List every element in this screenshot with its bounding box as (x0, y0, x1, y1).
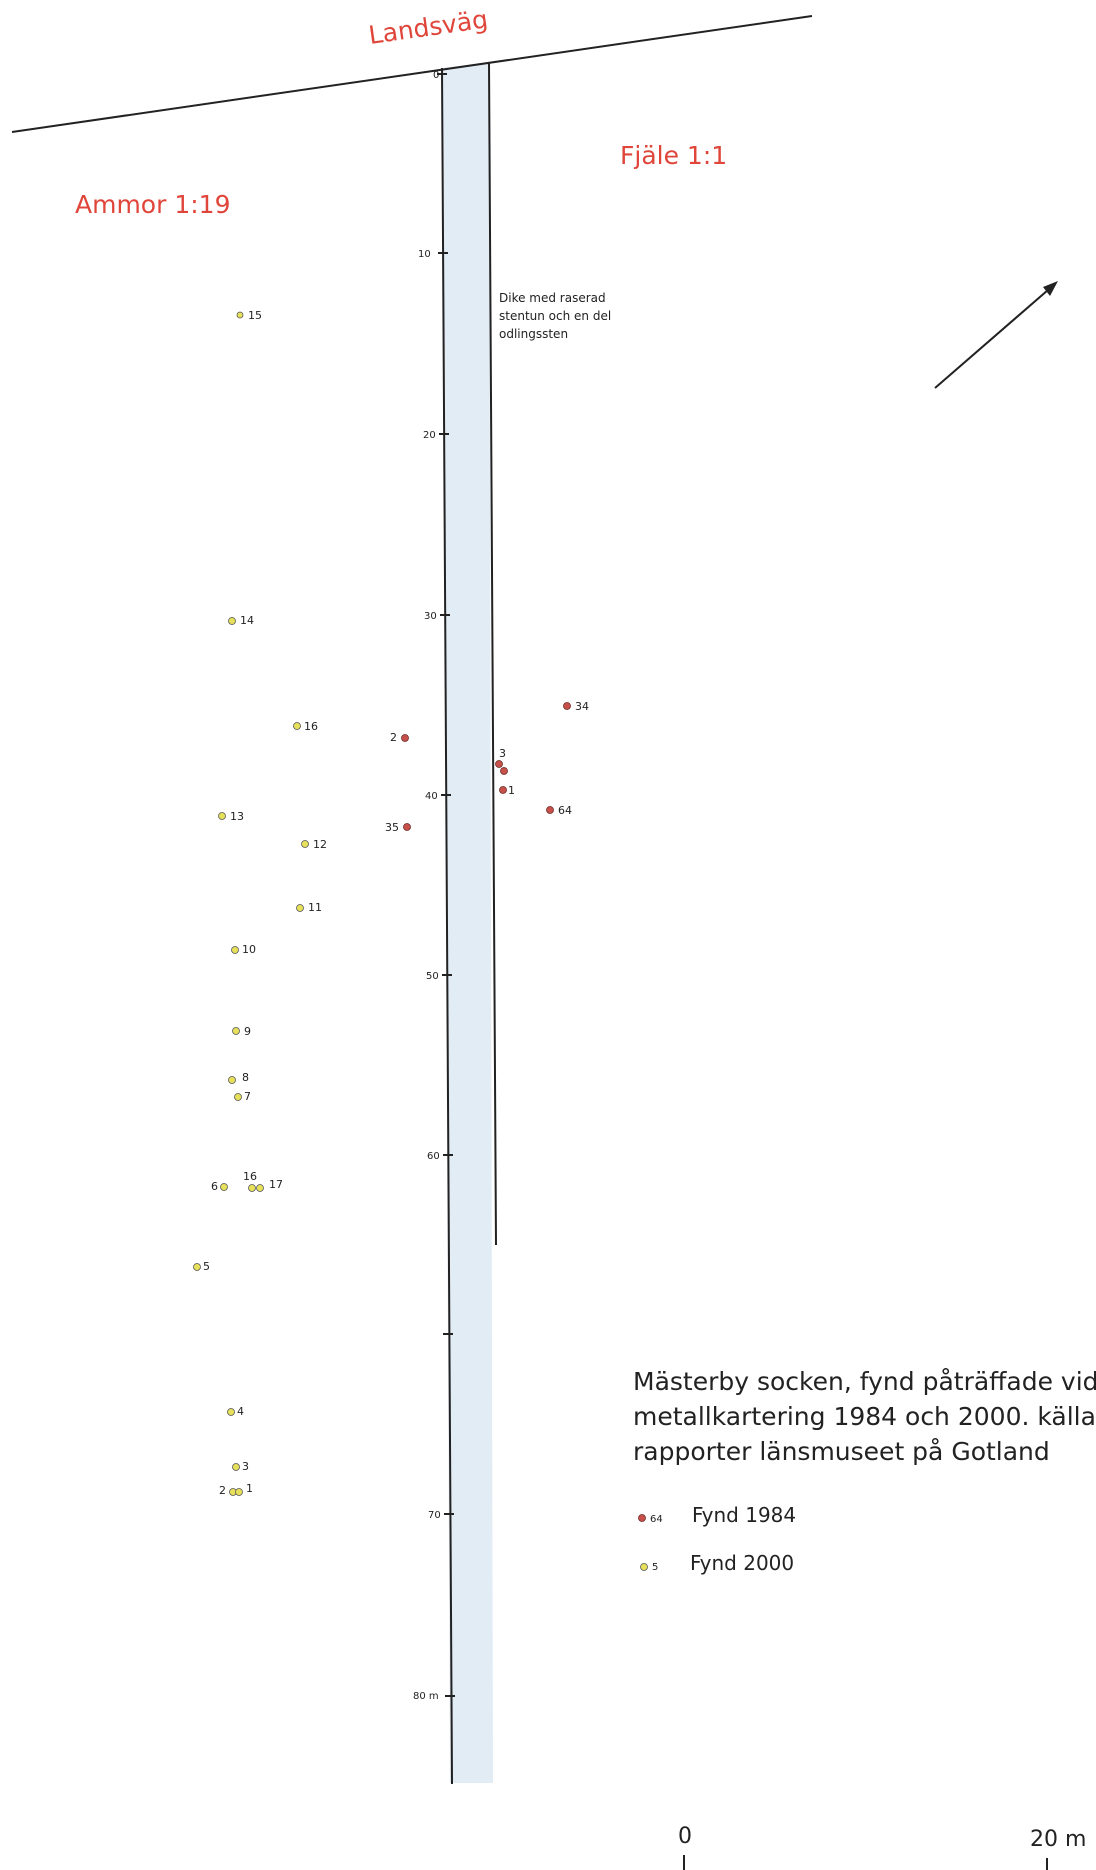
find-label: 14 (240, 614, 254, 627)
legend-label-2000: Fynd 2000 (690, 1551, 794, 1575)
find-label: 8 (242, 1071, 249, 1084)
find-label: 34 (575, 700, 589, 713)
find-1984-2[interactable] (402, 735, 409, 742)
find-label: 4 (237, 1405, 244, 1418)
find-2000-12[interactable] (302, 841, 309, 848)
find-label: 2 (390, 731, 397, 744)
find-1984-3b[interactable] (501, 768, 508, 775)
ditch-note-line-3: odlingssten (499, 327, 568, 341)
find-2000-13[interactable] (219, 813, 226, 820)
scale-bar: 0 20 m (678, 1824, 1086, 1870)
ditch-note-line-1: Dike med raserad (499, 291, 606, 305)
tick-label-40: 40 (425, 791, 438, 802)
caption-line-1: Mästerby socken, fynd påträffade vid (633, 1367, 1096, 1396)
find-2000-4[interactable] (228, 1409, 235, 1416)
find-label: 10 (242, 943, 256, 956)
find-label: 12 (313, 838, 327, 851)
tick-label-70: 70 (428, 1510, 441, 1521)
legend-number-2000: 5 (652, 1562, 658, 1573)
caption-line-3: rapporter länsmuseet på Gotland (633, 1437, 1050, 1466)
ditch-note-line-2: stentun och en del (499, 309, 611, 323)
find-label: 16 (304, 720, 318, 733)
find-1984-3[interactable] (496, 761, 503, 768)
scale-start-label: 0 (678, 1824, 692, 1849)
find-label: 7 (244, 1090, 251, 1103)
find-1984-34[interactable] (564, 703, 571, 710)
find-label: 15 (248, 309, 262, 322)
find-label: 3 (242, 1460, 249, 1473)
find-2000-9[interactable] (233, 1028, 240, 1035)
find-label: 1 (508, 784, 515, 797)
find-1984-64[interactable] (547, 807, 554, 814)
find-2000-10[interactable] (232, 947, 239, 954)
find-label: 6 (211, 1180, 218, 1193)
property-label-right: Fjäle 1:1 (620, 141, 727, 170)
find-2000-1[interactable] (236, 1489, 243, 1496)
find-2000-7[interactable] (235, 1094, 242, 1101)
find-2000-16[interactable] (294, 723, 301, 730)
caption-line-2: metallkartering 1984 och 2000. källa (633, 1402, 1096, 1431)
legend-marker-2000 (641, 1564, 648, 1571)
find-label: 11 (308, 901, 322, 914)
tick-label-10: 10 (418, 249, 431, 260)
scale-end-label: 20 m (1030, 1827, 1086, 1852)
find-1984-1[interactable] (500, 787, 507, 794)
tick-label-0: 0 (433, 70, 439, 81)
find-2000-15[interactable] (237, 312, 243, 318)
find-1984-35[interactable] (404, 824, 411, 831)
tick-label-60: 60 (427, 1151, 440, 1162)
legend-label-1984: Fynd 1984 (692, 1503, 796, 1527)
find-label: 35 (385, 821, 399, 834)
tick-label-50: 50 (426, 971, 439, 982)
tick-label-30: 30 (424, 611, 437, 622)
road-label: Landsväg (367, 5, 490, 50)
find-2000-8[interactable] (229, 1077, 236, 1084)
tick-label-20: 20 (423, 430, 436, 441)
finds-2000: 15 14 16 13 12 11 10 9 8 7 6 16 17 5 4 3… (194, 309, 328, 1497)
find-label: 9 (244, 1025, 251, 1038)
find-2000-11[interactable] (297, 905, 304, 912)
find-label: 1 (246, 1482, 253, 1495)
find-2000-14[interactable] (229, 618, 236, 625)
find-label: 5 (203, 1260, 210, 1273)
find-2000-5[interactable] (194, 1264, 201, 1271)
find-2000-16b[interactable] (249, 1185, 256, 1192)
find-label: 16 (243, 1170, 257, 1183)
find-label: 3 (499, 747, 506, 760)
north-arrow-icon (935, 281, 1058, 388)
find-label: 2 (219, 1484, 226, 1497)
find-label: 17 (269, 1178, 283, 1191)
property-label-left: Ammor 1:19 (75, 190, 230, 219)
find-2000-6[interactable] (221, 1184, 228, 1191)
find-label: 13 (230, 810, 244, 823)
legend: 64 Fynd 1984 5 Fynd 2000 (639, 1503, 797, 1575)
legend-marker-1984 (639, 1515, 646, 1522)
legend-number-1984: 64 (650, 1514, 663, 1525)
find-2000-3[interactable] (233, 1464, 240, 1471)
find-label: 64 (558, 804, 572, 817)
find-2000-17[interactable] (257, 1185, 264, 1192)
tick-label-80: 80 m (413, 1691, 439, 1702)
